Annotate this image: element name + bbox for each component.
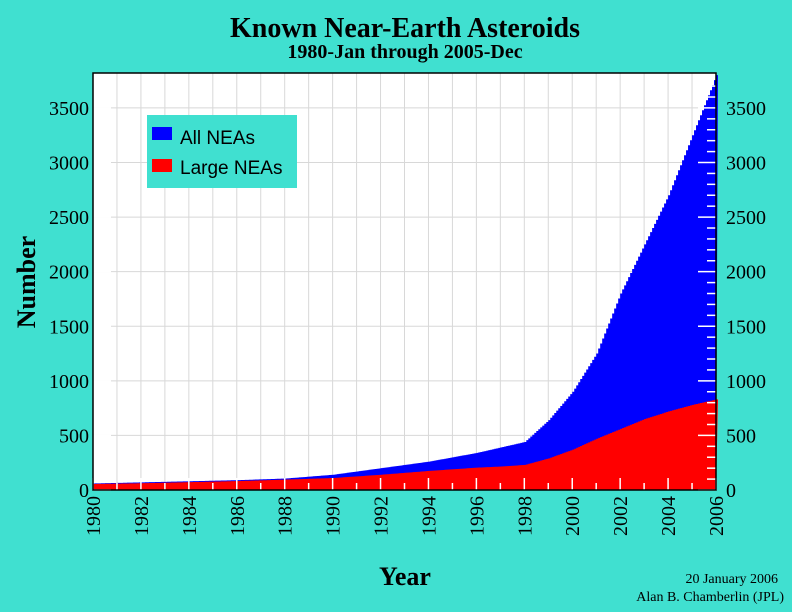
x-tick-label: 1996	[466, 496, 488, 536]
x-tick-label: 2004	[658, 496, 680, 536]
x-tick-label: 1992	[371, 496, 393, 536]
legend-label-large: Large NEAs	[180, 158, 282, 179]
x-tick-label: 1994	[418, 496, 440, 536]
x-tick-label: 1990	[323, 496, 345, 536]
x-axis-label: Year	[379, 562, 431, 591]
x-tick-label: 2002	[610, 496, 632, 536]
y-tick-label-left: 0	[79, 480, 89, 502]
series-area-large-neas	[93, 399, 718, 490]
areas	[93, 75, 718, 491]
y-tick-label-right: 2000	[726, 262, 766, 284]
x-tick-label: 1982	[131, 496, 153, 536]
footer-date: 20 January 2006	[685, 572, 778, 587]
x-tick-label: 1986	[227, 496, 249, 536]
y-tick-label-left: 3500	[49, 98, 89, 120]
y-tick-label-right: 1000	[726, 371, 766, 393]
ticks	[92, 74, 717, 491]
legend-label-all: All NEAs	[180, 128, 255, 149]
y-tick-label-left: 1500	[49, 316, 89, 338]
y-tick-label-right: 2500	[726, 207, 766, 229]
y-tick-label-right: 1500	[726, 316, 766, 338]
y-tick-label-right: 3000	[726, 153, 766, 175]
y-tick-label-left: 3000	[49, 153, 89, 175]
chart-title: Known Near-Earth Asteroids	[230, 13, 580, 44]
x-tick-label: 1988	[275, 496, 297, 536]
y-tick-label-left: 1000	[49, 371, 89, 393]
y-tick-label-right: 3500	[726, 98, 766, 120]
legend-swatch-all	[152, 127, 172, 140]
y-tick-label-left: 500	[59, 425, 89, 447]
footer-credit: Alan B. Chamberlin (JPL)	[636, 590, 784, 605]
x-tick-label: 1980	[83, 496, 105, 536]
tick-labels: 0 0 500 500 1000 1000 1500 1500 2000 2000 2500 2500…	[49, 98, 766, 536]
y-tick-label-right: 0	[726, 480, 736, 502]
x-tick-label: 2006	[706, 496, 728, 536]
legend-swatch-large	[152, 159, 172, 172]
y-tick-label-right: 500	[726, 425, 756, 447]
y-tick-label-left: 2000	[49, 262, 89, 284]
legend: All NEAs Large NEAs	[147, 115, 297, 188]
x-tick-label: 1998	[514, 496, 536, 536]
y-tick-label-left: 2500	[49, 207, 89, 229]
y-axis-label: Number	[12, 236, 41, 328]
x-tick-label: 1984	[179, 496, 201, 536]
chart-subtitle: 1980-Jan through 2005-Dec	[287, 41, 522, 63]
x-tick-label: 2000	[562, 496, 584, 536]
plot-frame	[92, 72, 717, 491]
